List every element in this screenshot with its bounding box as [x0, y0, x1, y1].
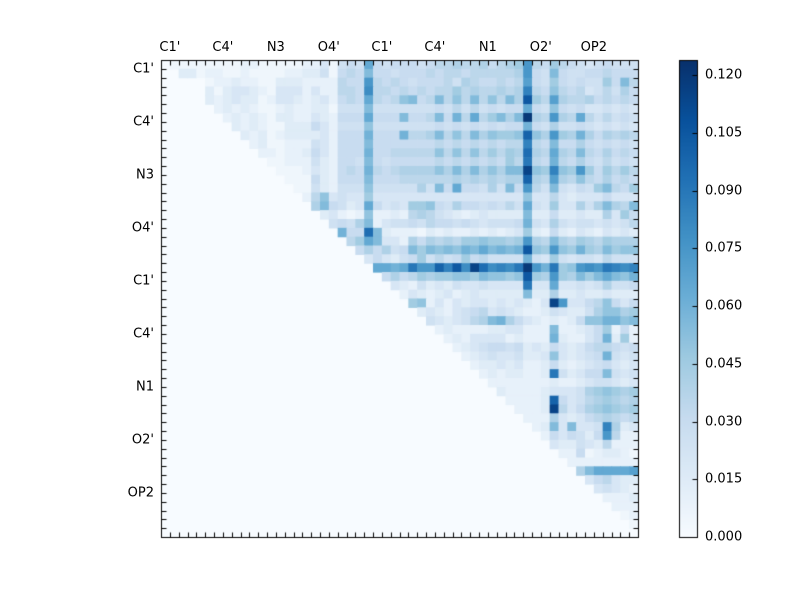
y-axis-label: C4'	[133, 114, 154, 130]
colorbar-tick-label: 0.075	[705, 240, 743, 256]
x-axis-label: C1'	[371, 40, 393, 55]
y-axis-label: N1	[136, 379, 154, 395]
y-axis-label: C1'	[133, 273, 154, 289]
y-axis-label: O2'	[131, 432, 154, 448]
x-axis-label: C4'	[424, 40, 446, 55]
x-axis-label: C1'	[159, 40, 181, 55]
x-axis-label: O2'	[529, 40, 552, 55]
y-axis-label: C1'	[133, 61, 154, 77]
colorbar-tick-label: 0.120	[705, 67, 743, 83]
x-axis-label: N1	[478, 40, 497, 55]
x-axis-label: O4'	[317, 40, 340, 55]
colorbar-tick-label: 0.045	[705, 356, 743, 372]
y-axis-label: O4'	[131, 220, 154, 236]
y-axis-label: N3	[136, 167, 154, 183]
colorbar-tick-label: 0.000	[705, 529, 743, 545]
colorbar-tick-label: 0.060	[705, 298, 743, 314]
colorbar-tick-label: 0.030	[705, 414, 743, 430]
x-axis-label: N3	[266, 40, 285, 55]
y-axis-label: OP2	[127, 485, 154, 501]
colorbar-tick-label: 0.015	[705, 471, 743, 487]
y-axis-label: C4'	[133, 326, 154, 342]
x-axis-label: C4'	[212, 40, 234, 55]
x-axis-label: OP2	[580, 40, 607, 55]
colorbar-tick-label: 0.105	[705, 125, 743, 141]
colorbar-tick-label: 0.090	[705, 183, 743, 199]
